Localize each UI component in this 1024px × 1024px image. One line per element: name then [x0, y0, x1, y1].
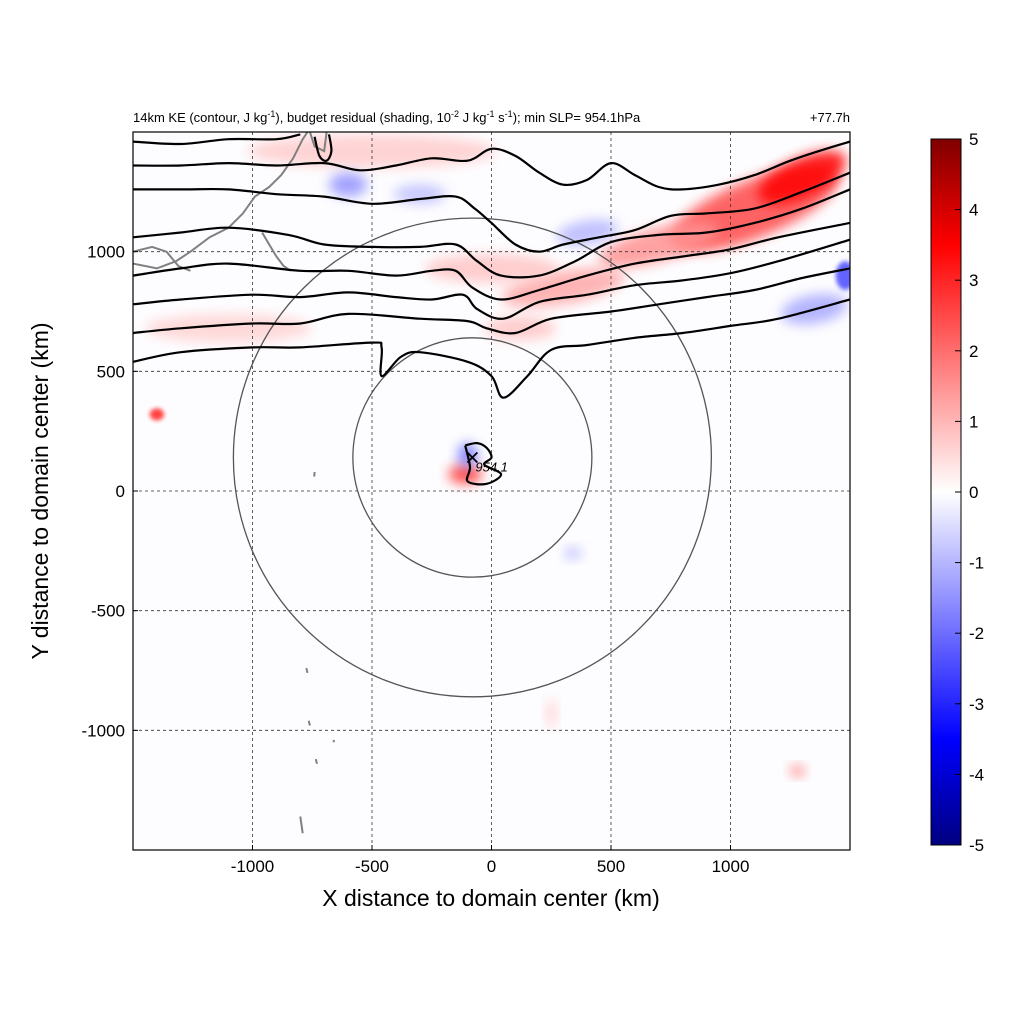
x-tick-label: -500: [355, 857, 389, 876]
colorbar-tick-label: 4: [969, 201, 978, 220]
title-sup: -1: [487, 109, 495, 119]
colorbar: 5 4 3 2 1 0 -1 -2 -3 -4 -5: [930, 130, 984, 855]
center-slp-label: 954.1: [475, 459, 508, 474]
colorbar-tick-label: -4: [969, 765, 984, 784]
title-part: ); min SLP= 954.1hPa: [513, 110, 641, 125]
coastline: [133, 132, 309, 270]
shading-blob: [393, 184, 447, 204]
colorbar-tick-label: 1: [969, 412, 978, 431]
ke-contour: [313, 134, 333, 162]
colorbar-tick-label: -1: [969, 554, 984, 573]
coastline: [305, 667, 309, 674]
shading-blob: [149, 408, 165, 421]
colorbar-tick-label: 5: [969, 130, 978, 149]
shading-blob: [556, 219, 618, 246]
shading-blob: [424, 254, 559, 283]
x-tick-label: 500: [597, 857, 625, 876]
ke-contour: [133, 188, 850, 279]
title-part: ), budget residual (shading, 10: [275, 110, 451, 125]
shading-blob: [144, 313, 313, 343]
colorbar-tick-label: -3: [969, 695, 984, 714]
ke-contour: [133, 171, 850, 253]
colorbar-tick-label: -2: [969, 624, 984, 643]
y-tick-label: -1000: [82, 721, 125, 740]
plot-area: 954.1 -1000 -500 0 500 1000 -1000 -500 0 500 1000: [82, 131, 851, 876]
ke-contour-layer: [133, 133, 850, 486]
title-part: s: [495, 110, 506, 125]
x-tick-label: 1000: [712, 857, 750, 876]
ke-contour: [133, 140, 850, 191]
title-sup: -2: [451, 109, 459, 119]
y-tick-label: 0: [116, 482, 125, 501]
colorbar-tick-label: 2: [969, 342, 978, 361]
colorbar-tick-label: 0: [969, 483, 978, 502]
y-tick-label: -500: [91, 602, 125, 621]
colorbar-ticks: 5 4 3 2 1 0 -1 -2 -3 -4 -5: [955, 130, 984, 855]
coastline-layer: [133, 132, 335, 834]
shading-blob: [546, 699, 557, 728]
x-tick-label: 0: [487, 857, 496, 876]
x-axis-label: X distance to domain center (km): [322, 885, 659, 911]
colorbar-tick-label: 3: [969, 271, 978, 290]
title-sup: -1: [505, 109, 513, 119]
ke-contour: [133, 238, 850, 320]
x-tick-label: -1000: [231, 857, 274, 876]
coastline: [299, 816, 304, 834]
ke-contour: [133, 267, 850, 335]
forecast-hour: +77.7h: [810, 110, 850, 125]
y-tick-label: 500: [97, 362, 125, 381]
range-circle: [352, 337, 593, 578]
shading-blob: [328, 172, 368, 197]
range-circle: [232, 217, 713, 698]
shading-blob: [835, 261, 850, 290]
center-x-marker: [466, 451, 479, 464]
ke-contour: [133, 298, 850, 399]
coastline: [261, 231, 292, 272]
coastline: [307, 720, 311, 726]
shading-blob: [758, 150, 847, 205]
axis-ticks: -1000 -500 0 500 1000 -1000 -500 0 500 1000: [82, 243, 750, 876]
shading-blob: [501, 267, 625, 308]
range-circles: [232, 217, 713, 698]
title-part: J kg: [459, 110, 486, 125]
y-axis-label: Y distance to domain center (km): [27, 322, 53, 659]
title-sup: -1: [267, 109, 275, 119]
shading-blob: [790, 765, 805, 777]
coastline: [308, 132, 328, 153]
y-tick-label: 1000: [87, 243, 125, 262]
ke-contour: [133, 221, 850, 301]
cyclone-center: 954.1: [466, 451, 508, 474]
colorbar-tick-label: -5: [969, 836, 984, 855]
title-part: 14km KE (contour, J kg: [133, 110, 267, 125]
shading-blob: [448, 464, 482, 484]
coastline: [314, 758, 318, 765]
shading-blob: [564, 547, 582, 560]
ke-contour: [464, 441, 503, 486]
plot-background: [133, 132, 850, 850]
ke-contour: [133, 133, 301, 146]
chart-title: 14km KE (contour, J kg-1), budget residu…: [133, 109, 641, 125]
